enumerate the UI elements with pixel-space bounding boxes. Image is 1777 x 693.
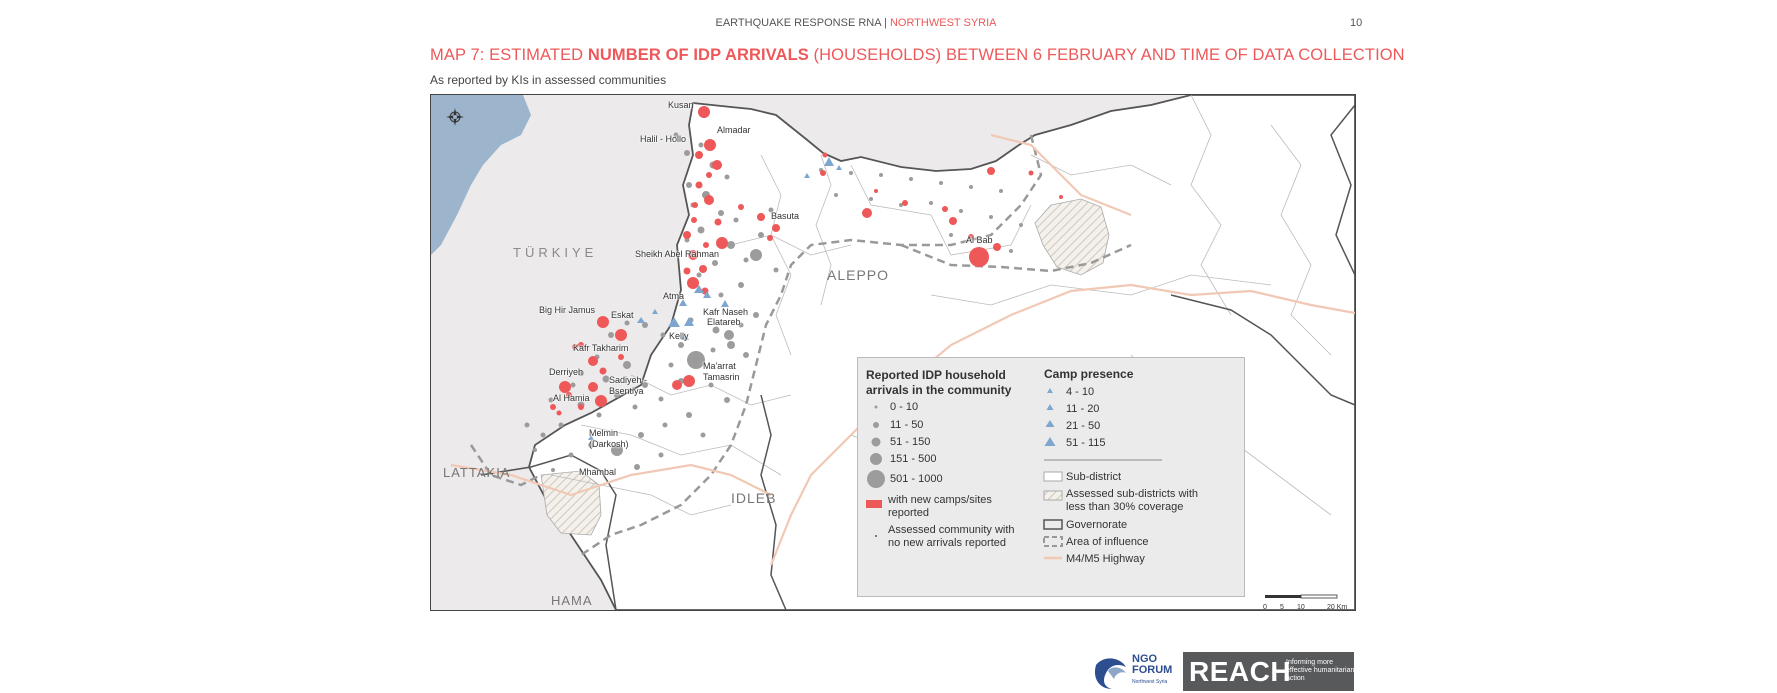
legend-governorate: Governorate [1066,519,1128,531]
title-bold: NUMBER OF IDP ARRIVALS [587,46,809,64]
place-label: Basuta [771,211,800,221]
reach-tagline: Informing more effective humanitarian ac… [1286,659,1355,682]
legend-arrival-class: 51 - 150 [890,436,931,448]
place-label: Kelly [669,331,689,341]
place-label: Almadar [717,125,751,135]
place-label: Mhambal [579,467,617,477]
legend-influence: Area of influence [1066,536,1149,548]
page-header: EARTHQUAKE RESPONSE RNA | NORTHWEST SYRI… [430,17,1720,33]
place-label: Big Hir Jamus [539,305,596,315]
title-part1: MAP 7: ESTIMATED [430,46,588,64]
scale-bar: 0 5 10 20 Km [1263,593,1348,611]
legend-camp-class: 4 - 10 [1066,386,1095,398]
scale-label: 20 Km [1327,604,1348,611]
legend-symbols [866,388,1162,560]
region-lattakia: LATTAKIA [443,465,511,480]
title-part2: (HOUSEHOLDS) BETWEEN 6 FEBRUARY AND TIME… [808,46,1405,64]
scale-label: 0 [1263,604,1267,611]
header-report: EARTHQUAKE RESPONSE RNA | [715,17,887,29]
place-label: Al Hamia [553,393,590,403]
scale-label: 10 [1297,604,1305,611]
reach-logo: REACH Informing more effective humanitar… [1183,652,1354,691]
place-label: Al Bab [966,235,993,245]
legend-camp-class: 11 - 20 [1066,403,1100,415]
compass [446,108,464,126]
place-label: Halil - Hollo [640,134,687,144]
map-frame: TÜRKIYE ALEPPO LATTAKIA IDLEB HAMA Kusan… [430,94,1356,611]
place-label: Eskat [611,310,634,320]
legend-arrival-class: 0 - 10 [890,401,919,413]
region-hama: HAMA [551,593,593,608]
legend-camp-class: 21 - 50 [1066,420,1101,432]
legend-arrival-class: 11 - 50 [890,419,924,431]
camp-icons [588,157,842,440]
legend-subdistrict: Sub-district [1066,471,1122,483]
map-legend: Reported IDP household arrivals in the c… [857,357,1245,597]
reach-name: REACH [1189,656,1292,687]
ngo-forum-sub: Northwest Syria [1132,679,1168,685]
legend-camp-class: 51 - 115 [1066,437,1106,449]
legend-arrival-class: 151 - 500 [890,453,937,465]
region-idleb: IDLEB [731,490,777,506]
legend-new-camps: with new camps/sites reported [888,494,992,519]
place-label: Sadiyeh - Bsentiya [609,375,648,396]
legend-arrival-class: 501 - 1000 [890,473,943,485]
place-label: Kusan [668,100,694,110]
place-label: Derriyeh [549,367,584,377]
place-label: Kafr Takharim [573,343,629,353]
legend-low-coverage: Assessed sub-districts with less than 30… [1066,488,1199,513]
region-aleppo: ALEPPO [827,267,890,283]
map-title: MAP 7: ESTIMATED NUMBER OF IDP ARRIVALS … [430,46,1405,65]
header-region: NORTHWEST SYRIA [889,17,997,29]
map-subtitle: As reported by KIs in assessed communiti… [430,73,667,87]
low-coverage-hama [540,470,602,536]
place-label: Atma [663,291,685,301]
page-number: 10 [1350,17,1363,29]
place-label: Kafr Naseh [703,307,749,317]
ngo-forum-name: NGO FORUM [1132,653,1173,676]
legend-no-arrivals: Assessed community with no new arrivals … [888,524,1015,549]
scale-bar-graphic [1265,594,1338,599]
legend-camp-title: Camp presence [1044,367,1134,381]
legend-highway: M4/M5 Highway [1066,553,1145,565]
place-label: Ma'arrat Tamasrin [703,361,740,382]
ngo-forum-logo: NGO FORUM Northwest Syria [1092,653,1180,691]
low-coverage-albab [1034,198,1110,276]
header-report-line: EARTHQUAKE RESPONSE RNA | NORTHWEST SYRI… [430,17,1282,29]
legend-arrivals-title: Reported IDP household arrivals in the c… [866,368,1012,397]
place-label: Sheikh Abel Rahman [635,249,720,259]
sea [431,95,531,255]
scale-label: 5 [1280,604,1284,611]
region-turkiye: TÜRKIYE [513,245,598,260]
ngo-forum-mark [1094,658,1126,689]
new-camp-points [550,106,1063,416]
place-label: Melmin (Darkosh) [589,428,629,449]
place-label: Elatareb [707,317,741,327]
